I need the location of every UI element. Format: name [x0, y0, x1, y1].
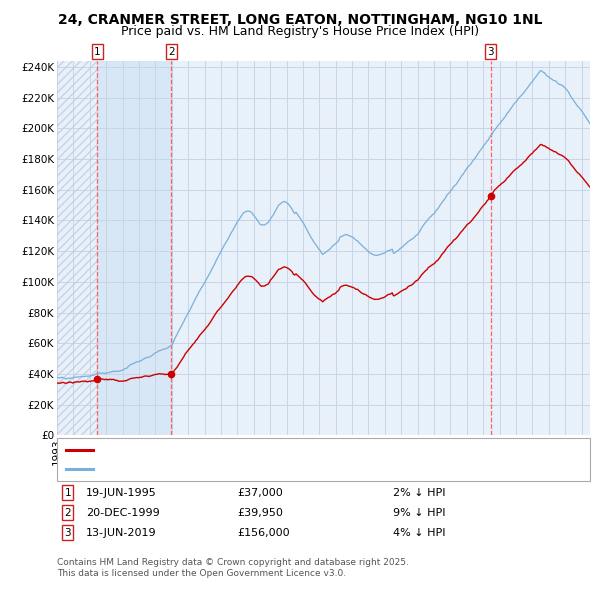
Text: 4% ↓ HPI: 4% ↓ HPI	[393, 528, 445, 537]
Bar	[97, 61, 171, 435]
Text: 13-JUN-2019: 13-JUN-2019	[86, 528, 157, 537]
Text: £39,950: £39,950	[237, 508, 283, 517]
Text: 19-JUN-1995: 19-JUN-1995	[86, 488, 157, 497]
Bar	[57, 61, 97, 435]
Text: 2: 2	[168, 47, 175, 57]
Text: Contains HM Land Registry data © Crown copyright and database right 2025.: Contains HM Land Registry data © Crown c…	[57, 558, 409, 566]
Text: £37,000: £37,000	[237, 488, 283, 497]
Text: 9% ↓ HPI: 9% ↓ HPI	[393, 508, 445, 517]
Text: This data is licensed under the Open Government Licence v3.0.: This data is licensed under the Open Gov…	[57, 569, 346, 578]
Text: 1: 1	[94, 47, 101, 57]
Text: 2% ↓ HPI: 2% ↓ HPI	[393, 488, 445, 497]
Text: 3: 3	[64, 528, 71, 537]
Text: Price paid vs. HM Land Registry's House Price Index (HPI): Price paid vs. HM Land Registry's House …	[121, 25, 479, 38]
Text: £156,000: £156,000	[237, 528, 290, 537]
Text: 1: 1	[64, 488, 71, 497]
Text: 24, CRANMER STREET, LONG EATON, NOTTINGHAM, NG10 1NL: 24, CRANMER STREET, LONG EATON, NOTTINGH…	[58, 13, 542, 27]
Text: 20-DEC-1999: 20-DEC-1999	[86, 508, 160, 517]
Text: 24, CRANMER STREET, LONG EATON, NOTTINGHAM, NG10 1NL (semi-detached house): 24, CRANMER STREET, LONG EATON, NOTTINGH…	[98, 445, 579, 455]
Text: 3: 3	[487, 47, 494, 57]
Bar	[57, 61, 97, 435]
Text: 2: 2	[64, 508, 71, 517]
Text: HPI: Average price, semi-detached house, Erewash: HPI: Average price, semi-detached house,…	[98, 464, 382, 474]
